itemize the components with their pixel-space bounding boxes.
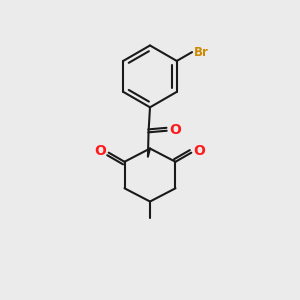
Text: Br: Br xyxy=(194,46,209,59)
Text: O: O xyxy=(169,123,181,137)
Text: O: O xyxy=(94,144,106,158)
Text: O: O xyxy=(194,144,206,158)
